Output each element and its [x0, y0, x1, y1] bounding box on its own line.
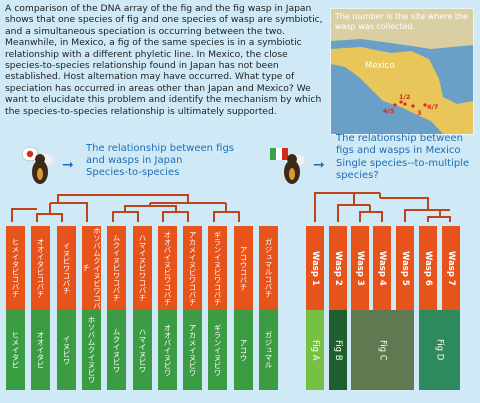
- fig-wasp-japan-icon: [21, 146, 53, 184]
- japan-wasp-bar: オオバイヌビワコバチ: [158, 226, 177, 310]
- arrow-icon: ➞: [62, 157, 74, 173]
- mexico-fig-bar: Fig D: [419, 310, 460, 390]
- japan-wasp-bar: ムクイヌビワコバチ: [107, 226, 126, 310]
- map-caption: The number is the site where the wasp wa…: [335, 12, 469, 31]
- japan-wasp-bar: オオイタビコバチ: [31, 226, 50, 310]
- japan-wasp-bar: イヌビワコバチ: [57, 226, 76, 310]
- mexico-title: The relationship between figs and wasps …: [336, 133, 463, 156]
- japan-fig-bar: アコウ: [234, 310, 253, 390]
- japan-fig-bar: ヒメイタビ: [6, 310, 25, 390]
- map-country-label: Mexico: [365, 61, 395, 71]
- map-inset: The number is the site where the wasp wa…: [330, 8, 474, 135]
- japan-subtitle: Species-to-species: [86, 167, 180, 178]
- site-label: 6/7: [427, 103, 439, 111]
- japan-wasp-bar: ギランイヌビワコバチ: [208, 226, 227, 310]
- mexico-subtitle: Single species--to-multiple species?: [336, 158, 470, 181]
- mexico-wasp-bar: Wasp 3: [351, 226, 369, 310]
- site-label: 1/2: [399, 93, 411, 101]
- mexico-wasp-bar: Wasp 7: [442, 226, 460, 310]
- mexico-fig-bar: Fig C: [351, 310, 414, 390]
- fig-wasp-mexico-icon: [270, 148, 305, 184]
- site-label: 3: [417, 109, 422, 117]
- japan-wasp-bar: アカメイヌビワコバチ: [183, 226, 202, 310]
- japan-fig-bar: ホソバムクイヌビワ: [82, 310, 101, 390]
- japan-wasp-bar: ヒメイタビコバチ: [6, 226, 25, 310]
- japan-wasp-bar: ガジュマルコバチ: [259, 226, 278, 310]
- japan-fig-bar: オオバイヌビワ: [158, 310, 177, 390]
- japan-fig-bar: オオイタビ: [31, 310, 50, 390]
- arrow-icon: ➞: [313, 157, 325, 173]
- mexico-wasp-bar: Wasp 1: [306, 226, 324, 310]
- japan-title: The relationship between figs and wasps …: [86, 143, 235, 166]
- japan-wasp-bar: ホソバムクイヌビワコバチ: [81, 226, 102, 310]
- mexico-wasp-bar: Wasp 5: [396, 226, 414, 310]
- japan-fig-bar: ムクイヌビワ: [107, 310, 126, 390]
- mexico-wasp-bar: Wasp 2: [329, 226, 347, 310]
- japan-fig-bar: ギランイヌビワ: [208, 310, 227, 390]
- japan-wasp-bar: アコウコバチ: [234, 226, 253, 310]
- mexico-wasp-bar: Wasp 6: [419, 226, 437, 310]
- site-label: 4/5: [383, 107, 395, 115]
- mexico-wasp-bar: Wasp 4: [373, 226, 391, 310]
- mexico-map-icon: [331, 9, 473, 134]
- mexico-fig-bar: Fig A: [306, 310, 324, 390]
- japan-fig-bar: イヌビワ: [57, 310, 76, 390]
- intro-paragraph: A comparison of the DNA array of the fig…: [5, 3, 323, 117]
- japan-fig-bar: アカメイヌビワ: [183, 310, 202, 390]
- japan-fig-bar: ハマイヌビワ: [133, 310, 152, 390]
- japan-fig-bar: ガジュマル: [259, 310, 278, 390]
- mexico-fig-bar: Fig B: [329, 310, 347, 390]
- japan-wasp-bar: ハマイヌビワコバチ: [133, 226, 152, 310]
